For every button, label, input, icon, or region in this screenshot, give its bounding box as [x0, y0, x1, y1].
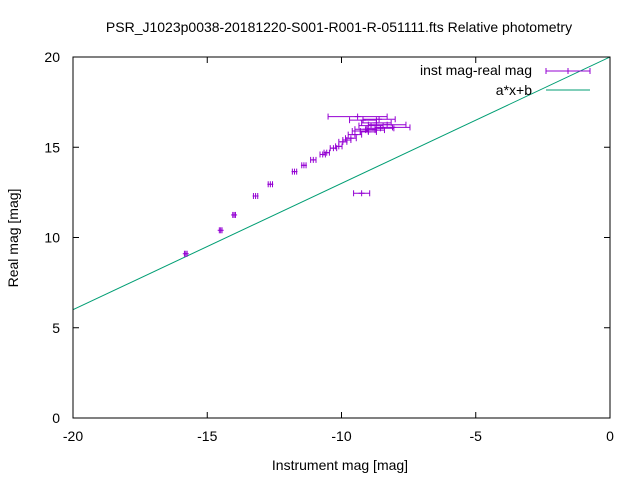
chart-title: PSR_J1023p0038-20181220-S001-R001-R-0511… [106, 19, 572, 35]
y-tick-label: 0 [52, 410, 60, 426]
fit-line [73, 57, 610, 311]
legend-label-fit-line: a*x+b [496, 82, 532, 98]
data-point [345, 135, 357, 142]
data-point [182, 250, 189, 257]
plot-area [73, 57, 610, 311]
data-point [231, 211, 238, 218]
data-point [359, 128, 377, 135]
x-tick-label: -5 [470, 428, 483, 444]
legend-key-inst-mag-real-mag [545, 68, 591, 74]
x-tick-label: 0 [606, 428, 614, 444]
x-tick-label: -15 [197, 428, 217, 444]
data-point [300, 162, 307, 169]
data-point [358, 122, 384, 129]
x-tick-label: -10 [331, 428, 351, 444]
data-point [353, 190, 371, 197]
data-point [323, 149, 330, 156]
legend: inst mag-real mag a*x+b [420, 62, 591, 98]
legend-label-inst-mag-real-mag: inst mag-real mag [420, 62, 532, 78]
y-axis-label: Real mag [mag] [5, 189, 21, 288]
data-point [347, 131, 363, 138]
y-tick-label: 10 [44, 230, 60, 246]
data-point [310, 156, 317, 163]
y-tick-label: 5 [52, 320, 60, 336]
y-tick-label: 15 [44, 139, 60, 155]
x-tick-label: -20 [63, 428, 83, 444]
data-point [252, 192, 259, 199]
data-point [291, 168, 298, 175]
data-point [217, 227, 224, 234]
x-axis-label: Instrument mag [mag] [272, 457, 408, 473]
y-axis: 0 5 10 15 20 [44, 49, 610, 426]
x-axis: -20 -15 -10 -5 0 [63, 57, 614, 444]
data-point [362, 116, 396, 123]
y-tick-label: 20 [44, 49, 60, 65]
data-point [267, 181, 274, 188]
data-point [327, 113, 388, 120]
